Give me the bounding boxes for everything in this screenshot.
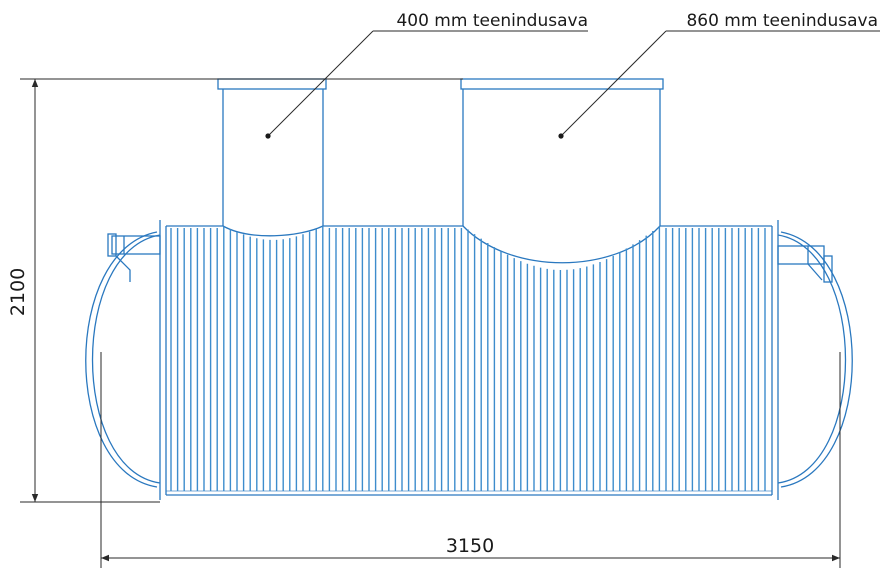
- tank-ribs: [170, 226, 766, 491]
- height-dimension: 2100: [7, 78, 463, 503]
- manhole-400: [217, 78, 327, 226]
- right-end-cap: [777, 234, 846, 484]
- callout-860: 860 mm teenindusava: [558, 11, 880, 139]
- tank-body: [159, 220, 779, 500]
- outlet-pipe: [777, 245, 833, 283]
- callout-left-label: 400 mm teenindusava: [396, 11, 588, 31]
- left-end-cap: [92, 234, 161, 484]
- height-dimension-label: 2100: [7, 268, 29, 316]
- callout-400: 400 mm teenindusava: [265, 11, 588, 139]
- callout-right-label: 860 mm teenindusava: [686, 11, 878, 31]
- manhole-860: [460, 78, 664, 226]
- width-dimension-label: 3150: [446, 535, 494, 557]
- width-dimension: 3150: [100, 352, 841, 568]
